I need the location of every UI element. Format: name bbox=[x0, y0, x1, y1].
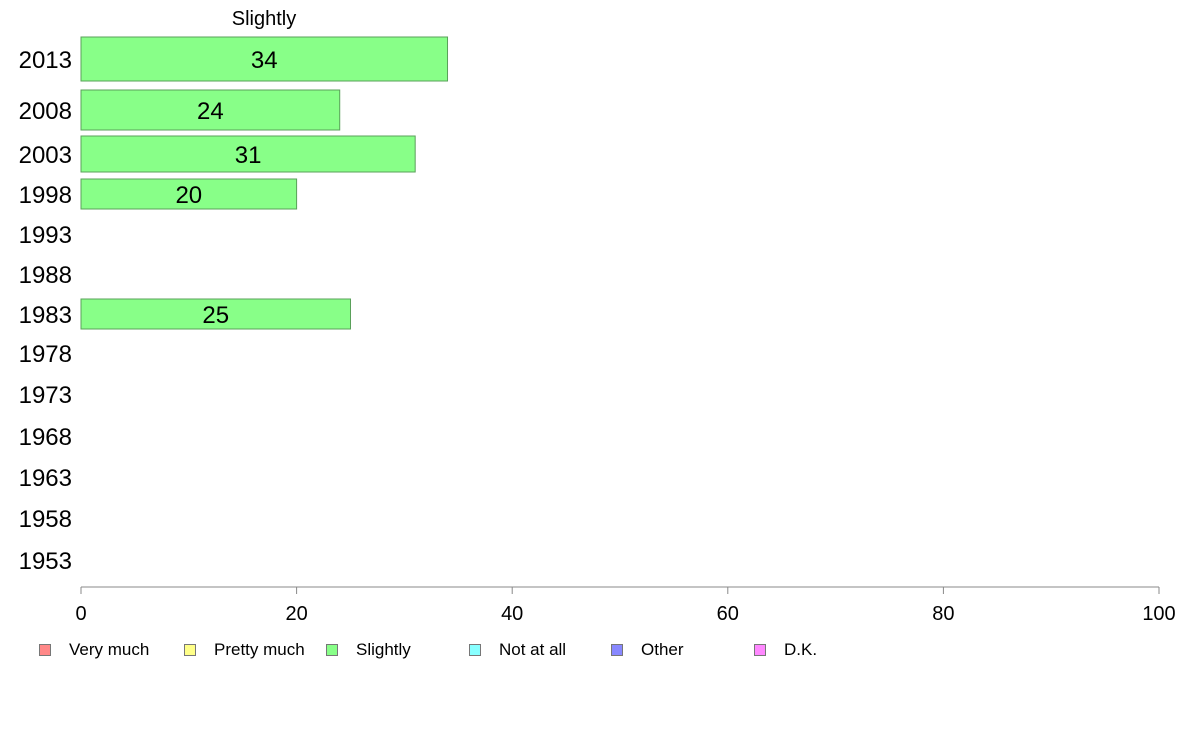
bar-rows: 2013 34 2008 24 2003 31 1998 20 1993 1988 1983 25 19… bbox=[19, 36, 449, 575]
x-tick-label: 100 bbox=[1142, 603, 1175, 625]
legend-swatch bbox=[39, 644, 51, 656]
y-tick-label: 1988 bbox=[19, 262, 72, 289]
legend-item: Not at all bbox=[469, 638, 566, 662]
y-tick-label: 1953 bbox=[19, 548, 72, 575]
y-tick-label: 1993 bbox=[19, 222, 72, 249]
bar bbox=[80, 36, 449, 82]
bar-value-label: 24 bbox=[197, 98, 224, 125]
legend-swatch bbox=[754, 644, 766, 656]
bar-value-label: 20 bbox=[175, 182, 202, 209]
y-tick-label: 2013 bbox=[19, 47, 72, 74]
x-tick-label: 60 bbox=[717, 603, 739, 625]
chart-title: Slightly bbox=[232, 8, 296, 30]
y-tick-label: 1968 bbox=[19, 424, 72, 451]
legend-label: Not at all bbox=[499, 640, 567, 659]
legend-swatch bbox=[326, 644, 338, 656]
legend-swatch bbox=[611, 644, 623, 656]
legend-swatch bbox=[469, 644, 481, 656]
y-tick-label: 2003 bbox=[19, 142, 72, 169]
legend-item: Very much bbox=[39, 638, 149, 662]
x-tick-label: 40 bbox=[501, 603, 523, 625]
bar-value-label: 25 bbox=[202, 302, 229, 329]
y-tick-label: 2008 bbox=[19, 98, 72, 125]
legend-label: Pretty much bbox=[214, 640, 305, 659]
bar-value-label: 34 bbox=[251, 47, 278, 74]
y-tick-label: 1963 bbox=[19, 465, 72, 492]
bar bbox=[80, 135, 416, 173]
y-tick-label: 1958 bbox=[19, 506, 72, 533]
bar-value-label: 31 bbox=[235, 142, 262, 169]
y-tick-label: 1998 bbox=[19, 182, 72, 209]
legend-item: Other bbox=[611, 638, 684, 662]
bar bbox=[80, 178, 298, 210]
legend-item: Pretty much bbox=[184, 638, 305, 662]
legend-item: Slightly bbox=[326, 638, 411, 662]
x-tick-label: 80 bbox=[932, 603, 954, 625]
legend-item: D.K. bbox=[754, 638, 817, 662]
legend-label: Other bbox=[641, 640, 684, 659]
legend-label: D.K. bbox=[784, 640, 818, 659]
legend: Very much Pretty much Slightly Not at all Ot… bbox=[0, 638, 1188, 662]
x-tick-label: 20 bbox=[285, 603, 307, 625]
y-tick-label: 1973 bbox=[19, 382, 72, 409]
bar bbox=[80, 89, 341, 131]
x-tick-label: 0 bbox=[75, 603, 86, 625]
legend-label: Slightly bbox=[356, 640, 411, 659]
y-tick-label: 1983 bbox=[19, 302, 72, 329]
legend-label: Very much bbox=[69, 640, 150, 659]
bar bbox=[80, 298, 351, 330]
y-tick-label: 1978 bbox=[19, 341, 72, 368]
legend-swatch bbox=[184, 644, 196, 656]
x-axis: 0 20 40 60 80 100 bbox=[75, 586, 1176, 625]
